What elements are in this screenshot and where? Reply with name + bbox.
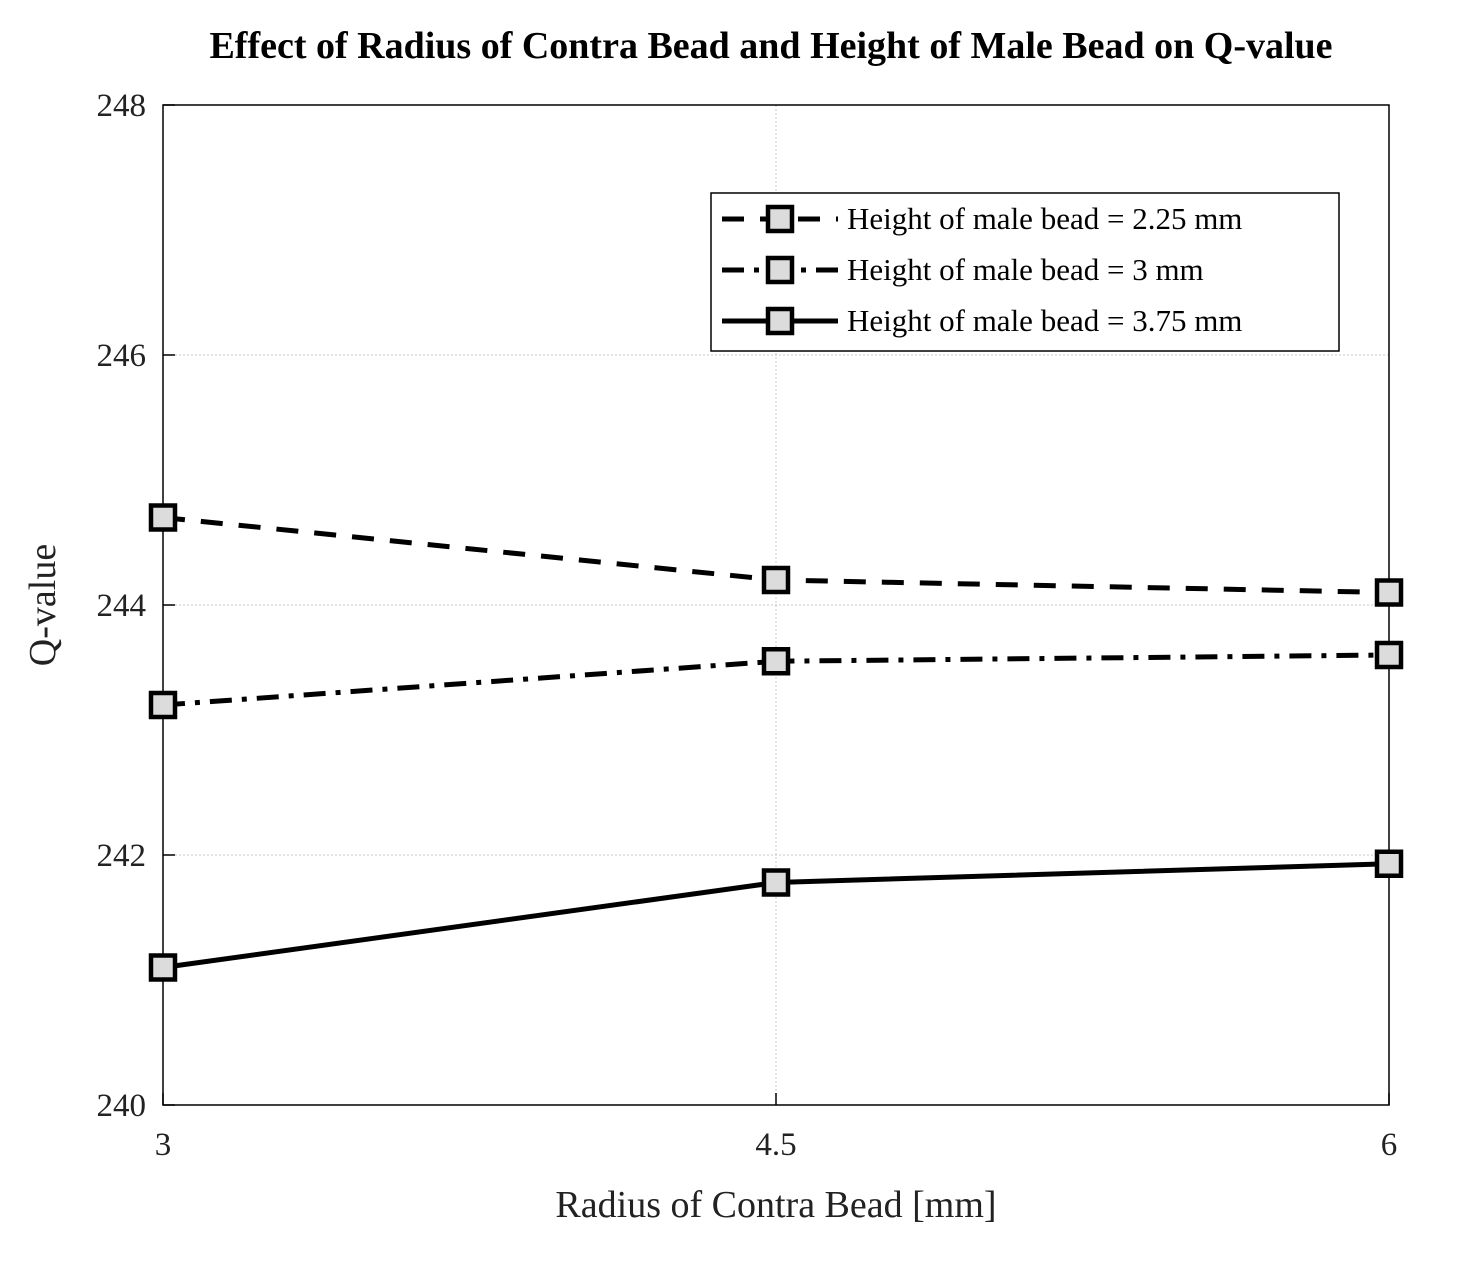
legend: Height of male bead = 2.25 mm Height of m… (710, 192, 1340, 352)
y-tick-label: 244 (97, 588, 147, 624)
series-2 (148, 640, 1404, 720)
y-tick-label: 240 (97, 1088, 147, 1124)
x-tick-label: 6 (1381, 1127, 1398, 1163)
series-1 (148, 503, 1404, 607)
legend-entry-1: Height of male bead = 2.25 mm (722, 201, 1242, 236)
series-3 (148, 849, 1404, 982)
y-axis-label: Q-value (22, 544, 64, 666)
series-marker (148, 503, 178, 532)
x-tick-label: 3 (155, 1127, 172, 1163)
series-marker (1374, 640, 1404, 670)
legend-marker (765, 255, 795, 285)
series (148, 503, 1404, 982)
series-marker (1374, 578, 1404, 607)
y-tick-label: 248 (97, 88, 147, 124)
legend-label: Height of male bead = 3.75 mm (847, 303, 1242, 338)
axis-ticks: 240 242 244 246 248 3 4.5 6 (97, 88, 1398, 1163)
legend-marker (765, 204, 795, 234)
series-marker (148, 690, 178, 720)
x-tick-label: 4.5 (755, 1127, 796, 1163)
x-axis-label: Radius of Contra Bead [mm] (555, 1184, 996, 1226)
legend-marker (765, 306, 795, 336)
legend-entry-2: Height of male bead = 3 mm (722, 252, 1204, 287)
series-marker (761, 565, 791, 595)
legend-label: Height of male bead = 3 mm (847, 252, 1204, 287)
y-tick-label: 246 (97, 338, 147, 374)
legend-label: Height of male bead = 2.25 mm (847, 201, 1242, 236)
series-marker (761, 868, 791, 897)
y-tick-label: 242 (97, 838, 147, 874)
legend-entry-3: Height of male bead = 3.75 mm (722, 303, 1242, 338)
series-marker (148, 953, 178, 982)
chart-title: Effect of Radius of Contra Bead and Heig… (209, 25, 1332, 67)
series-marker (761, 647, 791, 676)
series-marker (1374, 849, 1404, 878)
